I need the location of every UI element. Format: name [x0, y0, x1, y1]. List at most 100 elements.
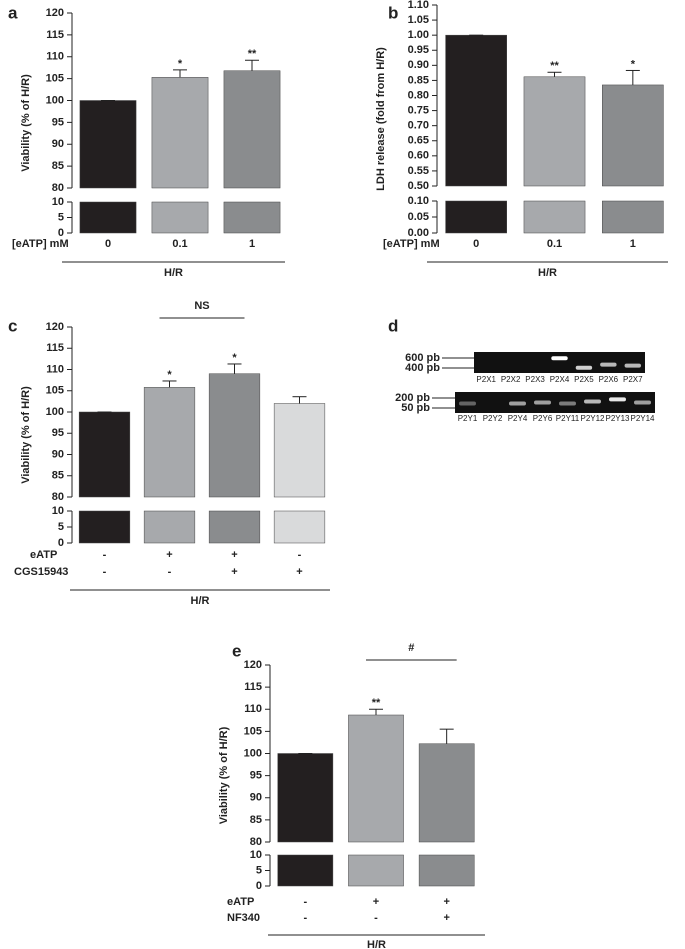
y-tick-label: 0.65 — [408, 135, 429, 147]
bar — [348, 854, 404, 887]
bracket-label: NS — [194, 300, 209, 312]
bar — [208, 510, 261, 544]
y-axis-label: Viability (% of H/R) — [218, 726, 230, 824]
lane-label: P2Y2 — [483, 414, 503, 423]
y-tick-label: 1.05 — [408, 14, 429, 26]
y-tick-label: 0 — [256, 880, 262, 892]
lane-label: P2Y6 — [533, 414, 553, 423]
bar — [602, 84, 664, 187]
y-tick-label: 85 — [52, 160, 64, 172]
y-tick-label: 0.60 — [408, 150, 429, 162]
y-tick-label: 0.80 — [408, 89, 429, 101]
y-tick-label: 5 — [58, 211, 64, 223]
significance: * — [631, 58, 636, 70]
y-axis-label: Viability (% of H/R) — [20, 74, 32, 172]
y-tick-label: 115 — [244, 681, 262, 693]
bar — [523, 76, 586, 187]
y-tick-label: 100 — [46, 406, 64, 418]
gel-band — [609, 397, 626, 402]
significance: * — [167, 369, 172, 381]
panel-label: c — [8, 316, 17, 335]
row-label: CGS15943 — [14, 566, 68, 578]
row-value: 0 — [105, 238, 111, 250]
bar — [418, 854, 475, 887]
y-tick-label: 5 — [256, 864, 262, 876]
lane-label: P2X7 — [623, 375, 643, 384]
y-tick-label: 90 — [250, 792, 262, 804]
y-tick-label: 1.00 — [408, 29, 429, 41]
bar — [445, 34, 507, 187]
row-label: NF340 — [227, 912, 260, 924]
bar — [445, 200, 507, 234]
y-tick-label: 110 — [46, 363, 64, 375]
y-tick-label: 95 — [52, 427, 64, 439]
y-tick-label: 80 — [250, 836, 262, 848]
lane-label: P2Y4 — [508, 414, 528, 423]
bar — [273, 510, 326, 544]
row-value: + — [231, 549, 237, 561]
panel-label: e — [232, 641, 241, 660]
y-tick-label: 5 — [58, 521, 64, 533]
lane-label: P2X3 — [525, 375, 545, 384]
row-value: - — [103, 566, 107, 578]
bar — [602, 200, 664, 234]
significance: * — [178, 58, 183, 70]
y-tick-label: 90 — [52, 138, 64, 150]
y-tick-label: 105 — [244, 725, 262, 737]
y-tick-label: 10 — [52, 196, 64, 208]
row-value: 0.1 — [547, 238, 562, 250]
lane-label: P2Y14 — [630, 414, 655, 423]
y-tick-label: 120 — [46, 321, 64, 333]
gel-band — [459, 401, 476, 406]
y-tick-label: 0.55 — [408, 165, 429, 177]
gel-band — [634, 400, 651, 405]
y-tick-label: 85 — [250, 814, 262, 826]
y-tick-label: 90 — [52, 448, 64, 460]
row-value: + — [231, 566, 237, 578]
row-value: 0 — [473, 238, 479, 250]
marker-label: 600 pb — [405, 352, 440, 364]
lane-label: P2X6 — [599, 375, 619, 384]
row-value: - — [303, 896, 307, 908]
y-tick-label: 10 — [52, 505, 64, 517]
panel-label: a — [8, 3, 18, 22]
lane-label: P2Y12 — [580, 414, 605, 423]
y-tick-label: 0.95 — [408, 44, 429, 56]
y-tick-label: 80 — [52, 182, 64, 194]
y-tick-label: 80 — [52, 491, 64, 503]
panel-label: b — [388, 3, 398, 22]
bar — [277, 854, 334, 887]
bar — [79, 201, 137, 234]
y-tick-label: 115 — [46, 342, 64, 354]
y-tick-label: 120 — [46, 7, 64, 19]
lane-label: P2X2 — [501, 375, 521, 384]
significance: ** — [550, 60, 559, 72]
y-tick-label: 0.05 — [408, 211, 429, 223]
y-tick-label: 0.10 — [408, 195, 429, 207]
y-tick-label: 110 — [46, 51, 64, 63]
lane-label: P2X5 — [574, 375, 594, 384]
gel-band — [575, 365, 593, 370]
gel-band — [624, 363, 641, 368]
y-tick-label: 105 — [46, 385, 64, 397]
y-tick-label: 100 — [46, 94, 64, 106]
gel-image — [474, 352, 645, 373]
marker-label: 200 pb — [395, 392, 430, 404]
bar — [143, 510, 196, 544]
marker-label: 400 pb — [405, 362, 440, 374]
group-label: H/R — [191, 595, 210, 607]
bar — [223, 201, 281, 234]
gel-band — [551, 356, 568, 361]
row-value: + — [296, 566, 302, 578]
panel-label: d — [388, 316, 398, 335]
y-axis-label: LDH release (fold from H/R) — [375, 47, 387, 191]
bar — [208, 373, 261, 498]
y-tick-label: 120 — [244, 659, 262, 671]
y-tick-label: 0.75 — [408, 104, 429, 116]
bar — [277, 753, 334, 843]
row-value: + — [443, 896, 449, 908]
bracket-label: # — [408, 642, 414, 654]
y-tick-label: 95 — [250, 770, 262, 782]
bar — [78, 411, 131, 498]
